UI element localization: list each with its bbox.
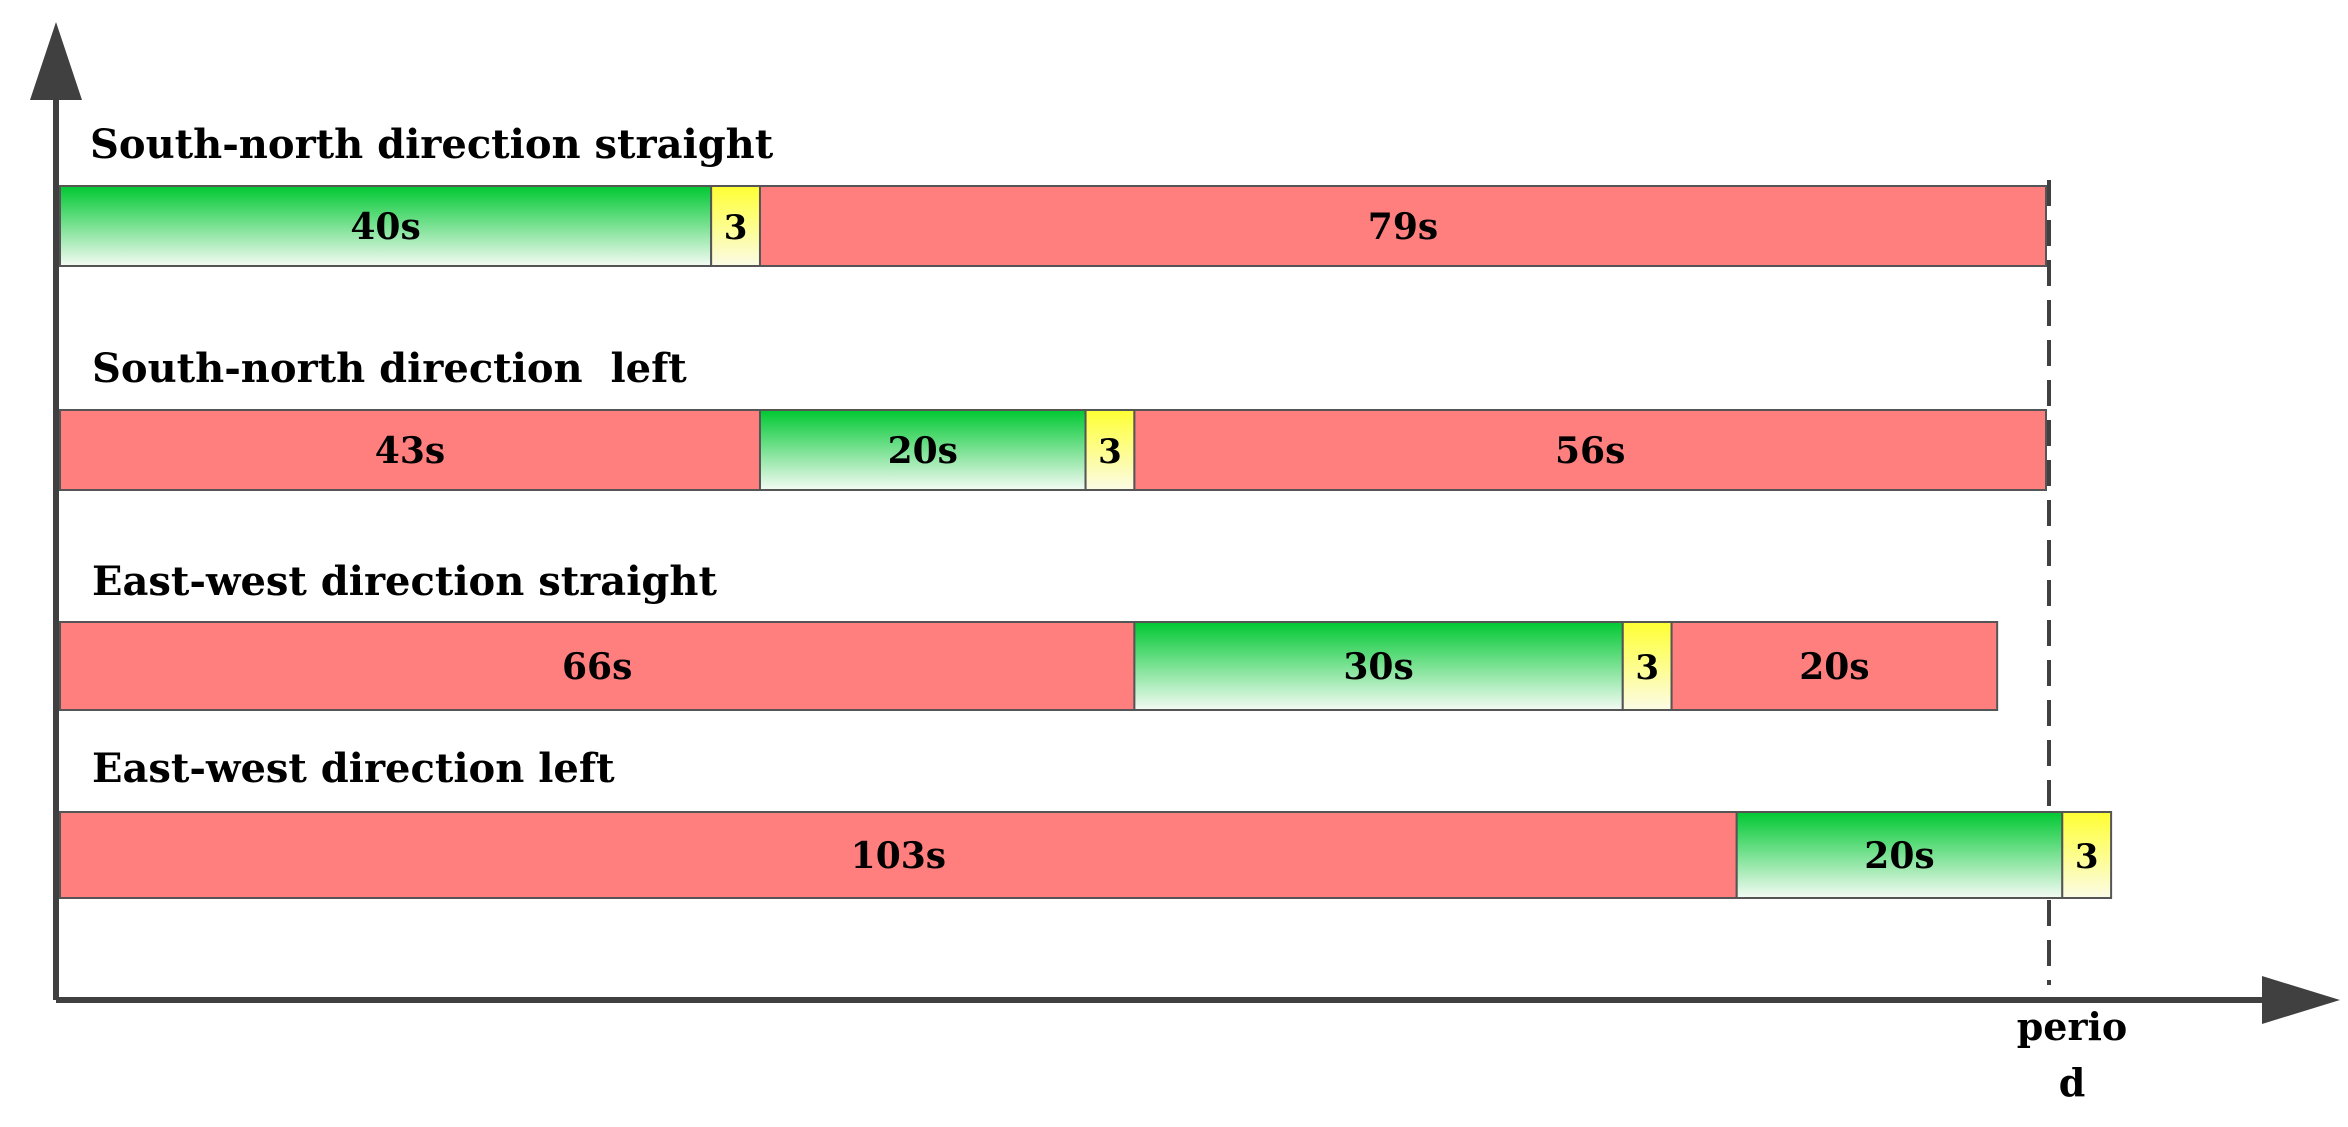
red-phase-segment [758,185,2047,267]
red-phase-segment [59,811,1738,899]
phase-row: South-north direction left 43s 20s 3 56s [59,345,2047,491]
green-segment-duration-label: 30s [1343,646,1413,688]
x-axis-label-line2: d [2059,1060,2086,1105]
phase-label: East-west direction straight [92,558,717,605]
green-phase-segment [758,409,1087,491]
amber-phase-segment [1621,621,1673,711]
x-axis-label-line1: perio [2017,1004,2128,1049]
green-segment-duration-label: 40s [350,206,420,248]
green-phase-segment [59,185,713,267]
green-phase-segment [1735,811,2064,899]
amber-phase-segment [710,185,761,267]
red-segment-duration-label: 20s [1799,646,1869,688]
red-phase-segment [59,409,761,491]
amber-segment-duration-label: 3 [1635,648,1659,688]
amber-segment-duration-label: 3 [2075,837,2099,877]
phase-row: East-west direction straight 66s 30s 3 20s [59,558,1999,711]
amber-phase-segment [2061,811,2113,899]
phase-row: South-north direction straight 40s 3 79s [59,121,2047,267]
phase-label: East-west direction left [92,745,615,792]
amber-segment-duration-label: 3 [724,208,748,248]
red-phase-segment [1133,409,2047,491]
red-segment-duration-label: 43s [375,430,445,472]
amber-phase-segment [1084,409,1136,491]
phase-label: South-north direction straight [90,121,774,168]
red-segment-duration-label: 66s [562,646,632,688]
x-axis-arrow-icon [2262,976,2340,1024]
y-axis-arrow-icon [30,22,82,100]
red-segment-duration-label: 56s [1555,430,1625,472]
red-segment-duration-label: 103s [851,835,946,877]
red-segment-duration-label: 79s [1368,206,1438,248]
amber-segment-duration-label: 3 [1098,432,1122,472]
green-segment-duration-label: 20s [1864,835,1934,877]
red-phase-segment [1670,621,1999,711]
phase-label: South-north direction left [92,345,687,392]
green-segment-duration-label: 20s [888,430,958,472]
phase-row: East-west direction left 103s 20s 3 [59,745,2113,899]
